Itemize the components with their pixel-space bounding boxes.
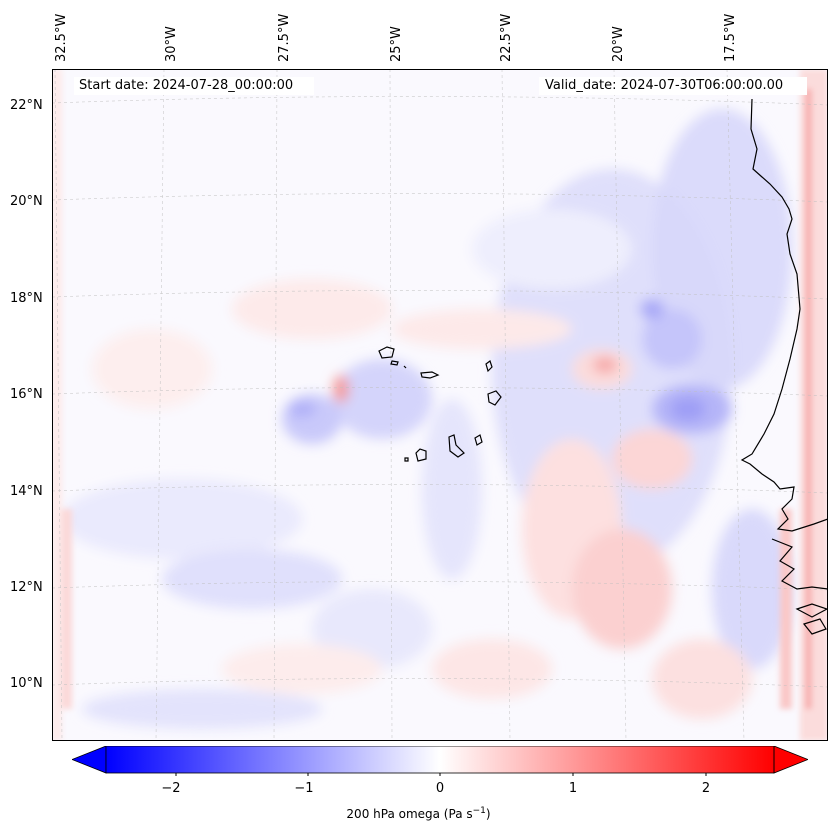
- gridlines: [52, 69, 828, 741]
- colorbar: [72, 746, 808, 776]
- lon-label-30w: 30°W: [164, 26, 179, 62]
- start-date-label: Start date: 2024-07-28_00:00:00: [79, 78, 294, 93]
- colorbar-title-suffix: ): [485, 807, 491, 821]
- map-panel: [52, 69, 828, 741]
- colorbar-tick-1: 1: [568, 781, 578, 796]
- cape-verde-islands: [378, 346, 502, 462]
- colorbar-extend-max: [773, 746, 808, 774]
- lat-label-12n: 12°N: [10, 580, 43, 595]
- colorbar-tick-0: 0: [435, 781, 445, 796]
- lon-label-22-5w: 22.5°W: [499, 13, 514, 62]
- lat-label-10n: 10°N: [10, 676, 43, 691]
- colorbar-extend-min: [72, 746, 107, 774]
- lon-label-17-5w: 17.5°W: [723, 13, 738, 62]
- lon-label-20w: 20°W: [611, 26, 626, 62]
- omega-field: [62, 109, 792, 729]
- colorbar-ticks: [175, 773, 707, 776]
- valid-date-label: Valid_date: 2024-07-30T06:00:00.00: [545, 78, 784, 93]
- colorbar-tick-neg2: −2: [161, 781, 181, 796]
- lat-label-18n: 18°N: [10, 291, 43, 306]
- lat-label-22n: 22°N: [10, 98, 43, 113]
- start-date-box: [74, 77, 314, 95]
- colorbar-gradient: [106, 746, 774, 773]
- lon-label-25w: 25°W: [389, 26, 404, 62]
- lat-label-14n: 14°N: [10, 484, 43, 499]
- colorbar-tick-neg1: −1: [294, 781, 314, 796]
- africa-coastline: [740, 98, 828, 532]
- lat-label-20n: 20°N: [10, 194, 43, 209]
- colorbar-title-prefix: 200 hPa omega (Pa s: [346, 807, 473, 821]
- valid-date-box: [539, 77, 807, 95]
- colorbar-tick-2: 2: [701, 781, 711, 796]
- edge-strips: [52, 69, 828, 741]
- lon-label-27-5w: 27.5°W: [277, 13, 292, 62]
- lon-label-32-5w: 32.5°W: [54, 13, 69, 62]
- lat-label-16n: 16°N: [10, 387, 43, 402]
- colorbar-title-sup: −1: [472, 806, 486, 816]
- colorbar-title: 200 hPa omega (Pa s−1): [0, 806, 837, 821]
